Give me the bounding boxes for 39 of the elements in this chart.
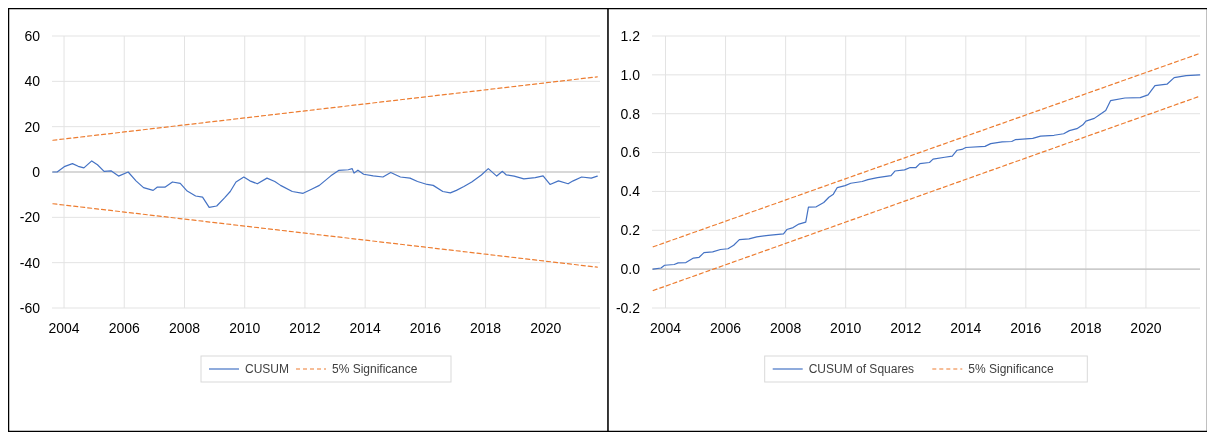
x-tick-label: 2008: [168, 319, 201, 336]
x-tick-label: 2014: [950, 319, 982, 336]
y-tick-label: 1.0: [620, 66, 641, 83]
y-tick-label: -20: [19, 209, 41, 226]
legend-label: CUSUM: [245, 362, 289, 377]
legend-label: 5% Significance: [968, 362, 1055, 377]
y-tick-label: 1.2: [620, 27, 641, 44]
x-tick-label: 2014: [349, 319, 381, 336]
x-tick-label: 2016: [1010, 319, 1042, 336]
y-tick-label: 0: [32, 163, 41, 180]
y-tick-label: 0.4: [620, 183, 641, 200]
y-tick-label: 0.2: [620, 222, 641, 239]
y-tick-label: 40: [24, 73, 41, 90]
x-tick-label: 2020: [530, 319, 562, 336]
x-tick-label: 2012: [890, 319, 922, 336]
legend-label: CUSUM of Squares: [808, 362, 915, 377]
x-tick-label: 2004: [48, 319, 80, 336]
x-tick-label: 2018: [1070, 319, 1102, 336]
x-tick-label: 2006: [709, 319, 742, 336]
x-tick-label: 2010: [830, 319, 862, 336]
y-tick-label: 0.6: [620, 144, 641, 161]
x-tick-label: 2010: [229, 319, 261, 336]
legend-label: 5% Significance: [332, 362, 418, 377]
y-tick-label: -60: [19, 299, 41, 316]
y-tick-label: -0.2: [615, 299, 641, 316]
y-tick-label: 20: [24, 118, 41, 135]
y-tick-label: 0.0: [620, 261, 641, 278]
x-tick-label: 2008: [770, 319, 802, 336]
x-tick-label: 2004: [649, 319, 682, 336]
x-tick-label: 2006: [108, 319, 141, 336]
y-tick-label: 60: [24, 27, 41, 44]
x-tick-label: 2020: [1130, 319, 1162, 336]
y-tick-label: 0.8: [620, 105, 641, 122]
line-series: [52, 160, 598, 208]
x-tick-label: 2012: [289, 319, 321, 336]
line-series: [652, 74, 1201, 270]
y-tick-label: -40: [19, 254, 41, 271]
x-tick-label: 2018: [470, 319, 502, 336]
x-tick-label: 2016: [409, 319, 442, 336]
